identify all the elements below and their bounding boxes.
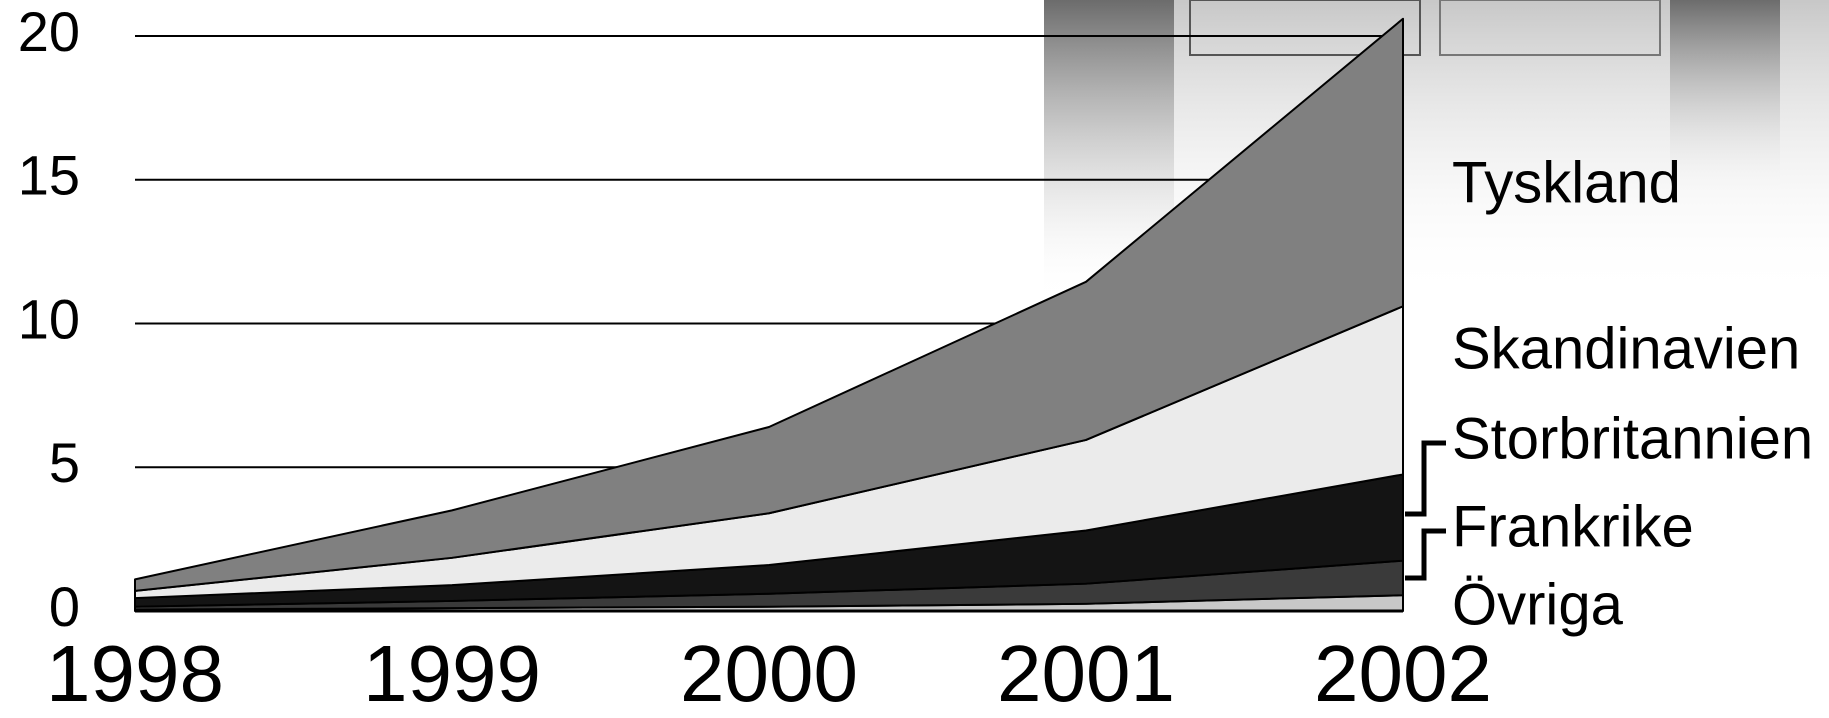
legend-bracket [1405,528,1446,581]
legend-bracket [1405,440,1446,517]
y-tick-label: 20 [18,0,80,63]
y-tick-label: 15 [18,144,80,207]
x-tick-label: 2002 [1314,629,1492,718]
x-tick-label: 2000 [680,629,858,718]
y-tick-label: 5 [49,431,80,494]
x-tick-label: 2001 [997,629,1175,718]
y-tick-label: 0 [49,575,80,638]
x-tick-label: 1998 [46,629,224,718]
legend-label: Frankrike [1452,494,1694,559]
y-tick-label: 10 [18,287,80,350]
x-tick-label: 1999 [363,629,541,718]
legend-label: Övriga [1452,572,1624,637]
areas [134,17,1404,613]
legend-label: Storbritannien [1452,406,1813,471]
legend-label: Skandinavien [1452,316,1800,381]
area [134,17,1404,592]
legend-label: Tyskland [1452,150,1681,215]
